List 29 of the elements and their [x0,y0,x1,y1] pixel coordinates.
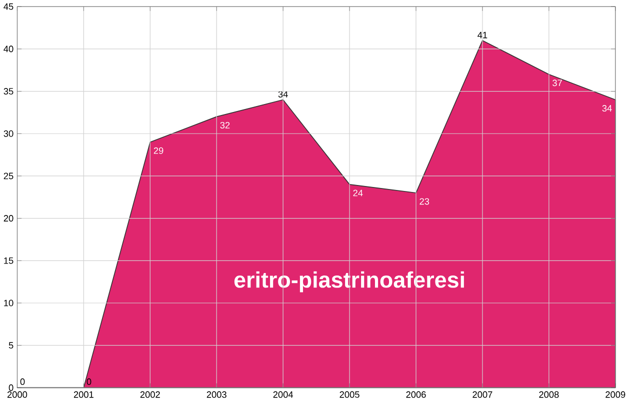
x-tick-label: 2007 [472,391,492,398]
x-tick-label: 2006 [406,391,426,398]
y-tick-label: 20 [4,214,14,222]
x-tick-label: 2002 [140,391,160,398]
y-tick-label: 35 [4,88,14,94]
y-tick-label: 15 [4,257,14,264]
data-label: 29 [154,147,164,154]
data-label: 0 [20,378,25,385]
data-label: 23 [420,198,430,205]
data-label: 24 [353,190,363,196]
y-tick-label: 5 [8,342,14,348]
y-tick-label: 30 [4,130,14,137]
y-tick-label: 45 [4,3,14,10]
x-tick-label: 2004 [273,391,294,398]
x-tick-label: 2003 [206,391,226,398]
data-label: 37 [552,80,562,86]
x-tick-label: 2005 [340,391,360,398]
data-label: 32 [220,122,230,128]
data-label: 0 [86,378,92,385]
y-tick-label: 40 [4,46,14,52]
x-tick-label: 2008 [539,391,559,398]
y-tick-label: 10 [4,300,14,306]
x-tick-label: 2001 [74,391,94,398]
y-tick-label: 0 [8,384,14,391]
data-label: 41 [478,32,488,38]
x-tick-label: 2000 [7,391,28,398]
x-tick-label: 2009 [606,391,626,398]
y-tick-label: 25 [4,172,14,180]
data-label: 34 [602,104,612,112]
